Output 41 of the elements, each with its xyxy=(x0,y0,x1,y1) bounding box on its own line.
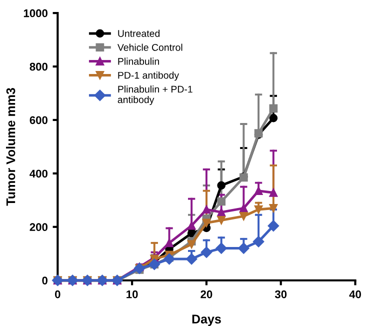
point xyxy=(217,208,226,216)
x-tick-label: 20 xyxy=(200,290,212,298)
legend-label: Plinabulin xyxy=(118,58,159,65)
legend-label: PD-1 antibody xyxy=(118,72,180,81)
legend-label: Plinabulin + PD-1 antibody xyxy=(118,86,192,106)
point xyxy=(187,240,196,248)
x-tick-label: 0 xyxy=(55,290,60,298)
y-tick-label: 200 xyxy=(30,223,48,232)
point xyxy=(252,236,264,248)
point xyxy=(164,253,175,265)
y-tick-label: 800 xyxy=(30,62,48,71)
point xyxy=(269,104,278,113)
x-tick-label: 40 xyxy=(349,290,361,298)
x-tick-label: 30 xyxy=(274,290,287,298)
point xyxy=(239,212,248,220)
point xyxy=(165,238,174,248)
point xyxy=(268,220,280,232)
y-tick-label: 1000 xyxy=(24,9,48,18)
legend-label: Untreated xyxy=(118,30,160,37)
y-tick-label: 0 xyxy=(42,276,48,284)
y-tick-label: 600 xyxy=(30,116,48,124)
point xyxy=(187,221,196,230)
point xyxy=(217,216,226,224)
point xyxy=(254,186,263,195)
point xyxy=(202,218,211,228)
point xyxy=(217,181,226,190)
x-tick-label: 10 xyxy=(126,290,138,298)
point xyxy=(202,205,211,214)
point xyxy=(187,229,196,238)
point xyxy=(200,246,212,258)
legend-label: Vehicle Control xyxy=(117,44,182,51)
point xyxy=(269,188,278,197)
point xyxy=(238,242,250,254)
point xyxy=(217,197,226,206)
point xyxy=(269,114,278,122)
y-tick-label: 400 xyxy=(30,170,48,178)
x-axis-title: Days xyxy=(192,314,221,326)
point xyxy=(239,204,248,212)
y-axis-title: Tumor Volume mm3 xyxy=(6,88,16,206)
point xyxy=(186,253,198,265)
point xyxy=(216,242,227,254)
